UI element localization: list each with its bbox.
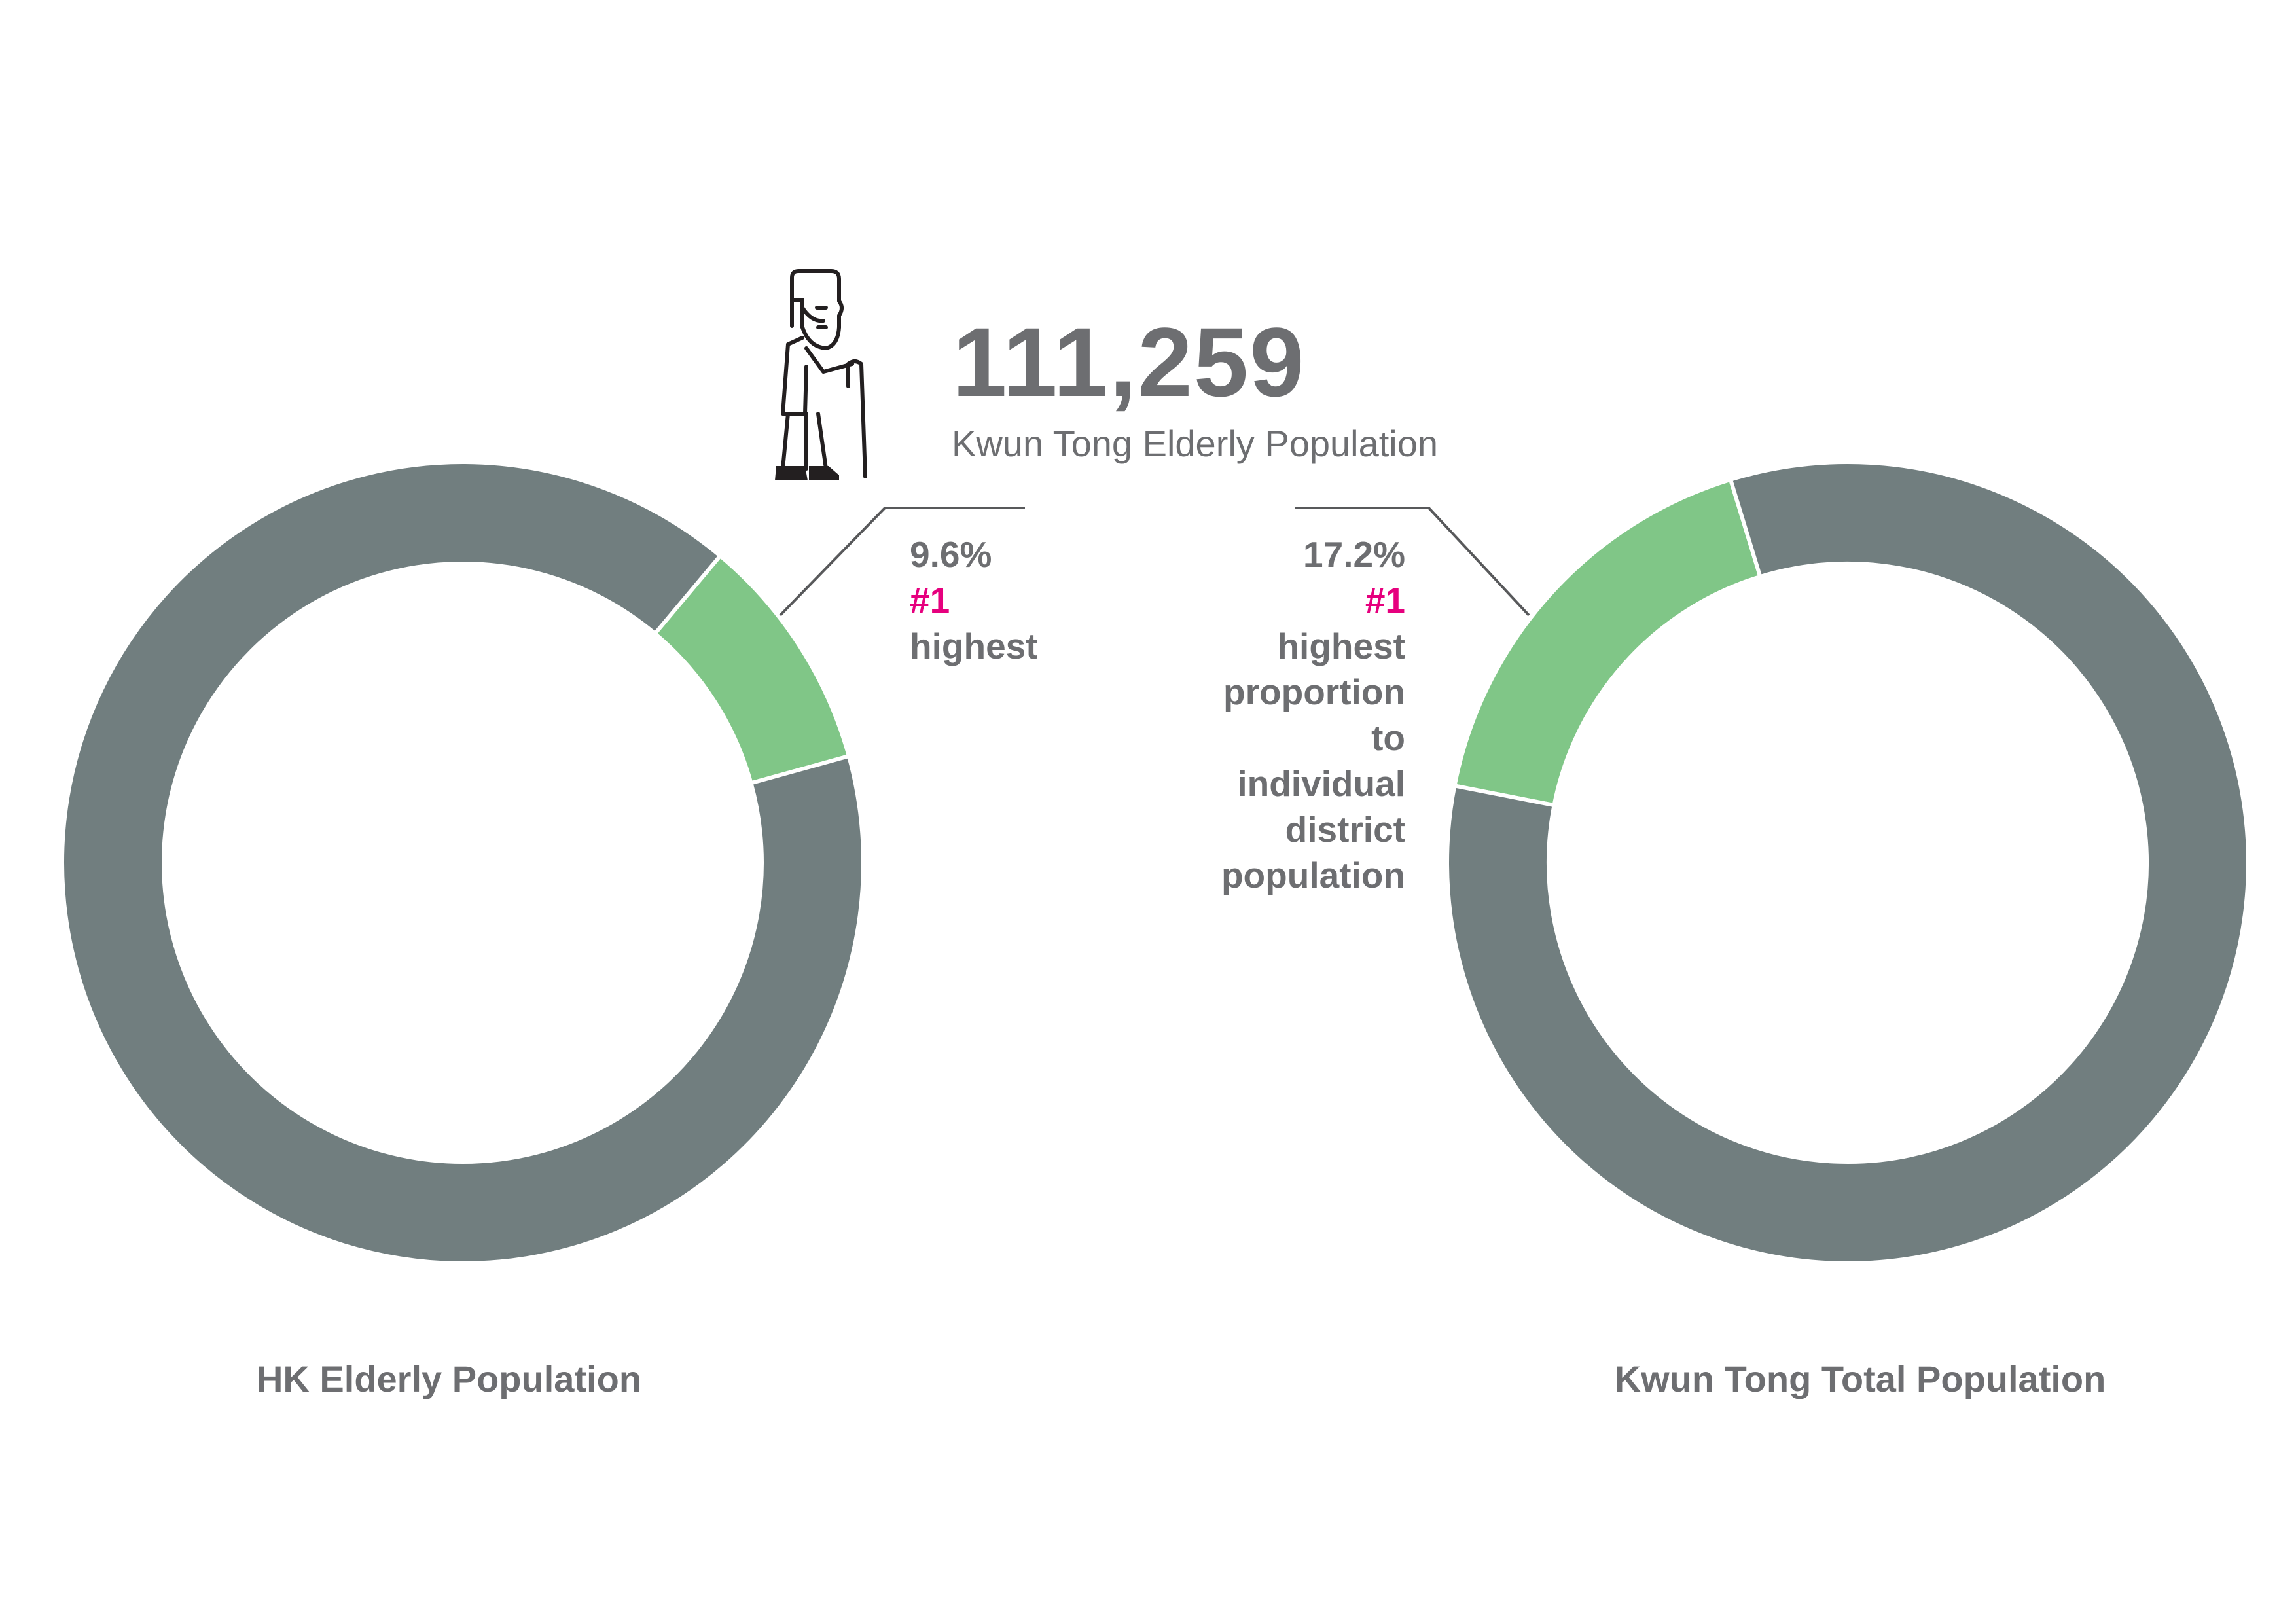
leader-line-left xyxy=(779,507,1025,617)
donut-slice-1-0 xyxy=(1452,477,1763,808)
elderly-count: 111,259 xyxy=(952,307,1306,417)
elderly-count-label: Kwun Tong Elderly Population xyxy=(952,423,1439,464)
donut-chart-hk-elderly xyxy=(60,460,865,1265)
chart-title-kwun-tong-total: Kwun Tong Total Population xyxy=(1614,1358,2106,1399)
shoe-right-icon xyxy=(809,466,839,480)
annotation-right-text-4: individual xyxy=(1237,763,1405,804)
annotation-right: 17.2% #1 highest proportion to individua… xyxy=(1221,532,1405,898)
leader-line-right xyxy=(1295,507,1530,617)
annotation-left-rank: #1 xyxy=(910,580,950,621)
annotation-right-rank: #1 xyxy=(1365,580,1405,621)
annotation-right-value: 17.2% xyxy=(1303,534,1405,575)
donut-slice-0-1 xyxy=(60,460,865,1265)
annotation-right-text-5: district xyxy=(1285,809,1405,850)
annotation-right-text-1: highest xyxy=(1277,626,1405,666)
chart-title-hk-elderly: HK Elderly Population xyxy=(256,1358,642,1399)
annotation-right-text-6: population xyxy=(1221,855,1405,895)
annotation-right-text-2: proportion xyxy=(1223,672,1405,712)
annotation-left-value: 9.6% xyxy=(910,534,992,575)
donut-slice-1-1 xyxy=(1445,460,2250,1265)
shoe-left-icon xyxy=(775,466,808,480)
elderly-person-with-cane-icon xyxy=(781,269,867,478)
annotation-right-text-3: to xyxy=(1371,717,1405,758)
donut-chart-kwun-tong-total xyxy=(1445,460,2250,1265)
annotation-left-text: highest xyxy=(910,626,1038,666)
annotation-left: 9.6% #1 highest xyxy=(910,532,1038,669)
